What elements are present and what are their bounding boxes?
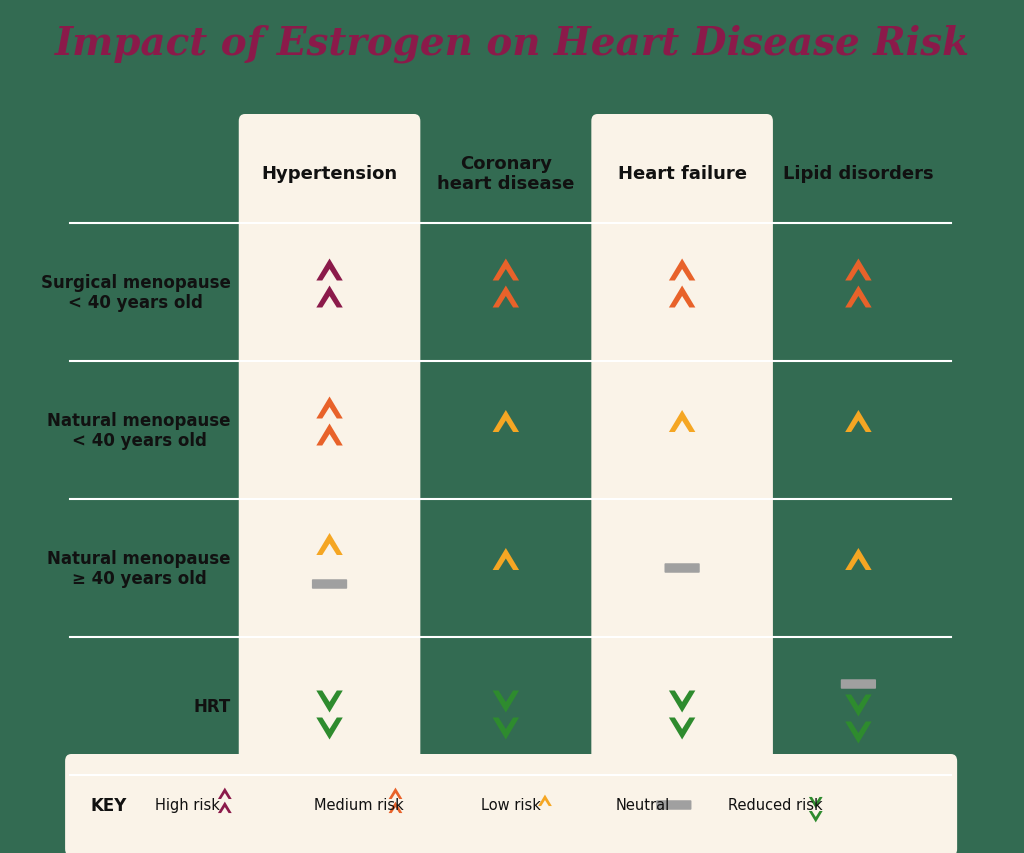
Polygon shape bbox=[388, 802, 402, 813]
FancyBboxPatch shape bbox=[312, 579, 347, 589]
Polygon shape bbox=[493, 286, 519, 308]
Text: Reduced risk: Reduced risk bbox=[728, 798, 822, 813]
Polygon shape bbox=[809, 797, 822, 809]
Polygon shape bbox=[316, 397, 343, 419]
Text: Low risk: Low risk bbox=[481, 798, 541, 813]
Polygon shape bbox=[669, 259, 695, 281]
Polygon shape bbox=[316, 259, 343, 281]
FancyBboxPatch shape bbox=[239, 115, 420, 794]
Polygon shape bbox=[316, 717, 343, 740]
Text: Surgical menopause
< 40 years old: Surgical menopause < 40 years old bbox=[41, 273, 230, 312]
Polygon shape bbox=[845, 410, 871, 432]
Polygon shape bbox=[218, 802, 231, 813]
Text: Heart failure: Heart failure bbox=[617, 165, 746, 183]
FancyBboxPatch shape bbox=[591, 115, 773, 794]
Text: Lipid disorders: Lipid disorders bbox=[783, 165, 934, 183]
Text: High risk: High risk bbox=[155, 798, 220, 813]
Polygon shape bbox=[845, 694, 871, 717]
FancyBboxPatch shape bbox=[665, 564, 699, 573]
Polygon shape bbox=[669, 286, 695, 308]
Polygon shape bbox=[493, 548, 519, 571]
Polygon shape bbox=[845, 259, 871, 281]
Polygon shape bbox=[493, 717, 519, 740]
Text: Medium risk: Medium risk bbox=[313, 798, 403, 813]
FancyBboxPatch shape bbox=[66, 754, 957, 853]
Text: Coronary
heart disease: Coronary heart disease bbox=[437, 154, 574, 193]
Text: KEY: KEY bbox=[91, 796, 127, 814]
Polygon shape bbox=[218, 787, 231, 799]
Text: Impact of Estrogen on Heart Disease Risk: Impact of Estrogen on Heart Disease Risk bbox=[54, 25, 970, 63]
Text: Natural menopause
≥ 40 years old: Natural menopause ≥ 40 years old bbox=[47, 549, 230, 588]
Text: Neutral: Neutral bbox=[616, 798, 671, 813]
Polygon shape bbox=[316, 286, 343, 308]
Text: Natural menopause
< 40 years old: Natural menopause < 40 years old bbox=[47, 411, 230, 450]
Polygon shape bbox=[669, 717, 695, 740]
Polygon shape bbox=[316, 424, 343, 446]
Polygon shape bbox=[316, 533, 343, 555]
Polygon shape bbox=[845, 722, 871, 744]
Polygon shape bbox=[493, 410, 519, 432]
Polygon shape bbox=[809, 811, 822, 822]
Text: HRT: HRT bbox=[194, 697, 230, 715]
Polygon shape bbox=[538, 795, 552, 806]
Polygon shape bbox=[493, 259, 519, 281]
Polygon shape bbox=[845, 286, 871, 308]
Polygon shape bbox=[845, 548, 871, 571]
Text: Hypertension: Hypertension bbox=[261, 165, 397, 183]
Polygon shape bbox=[493, 691, 519, 712]
Polygon shape bbox=[388, 787, 402, 799]
Polygon shape bbox=[316, 691, 343, 712]
Polygon shape bbox=[669, 410, 695, 432]
Polygon shape bbox=[669, 691, 695, 712]
FancyBboxPatch shape bbox=[656, 800, 691, 809]
FancyBboxPatch shape bbox=[841, 680, 877, 689]
